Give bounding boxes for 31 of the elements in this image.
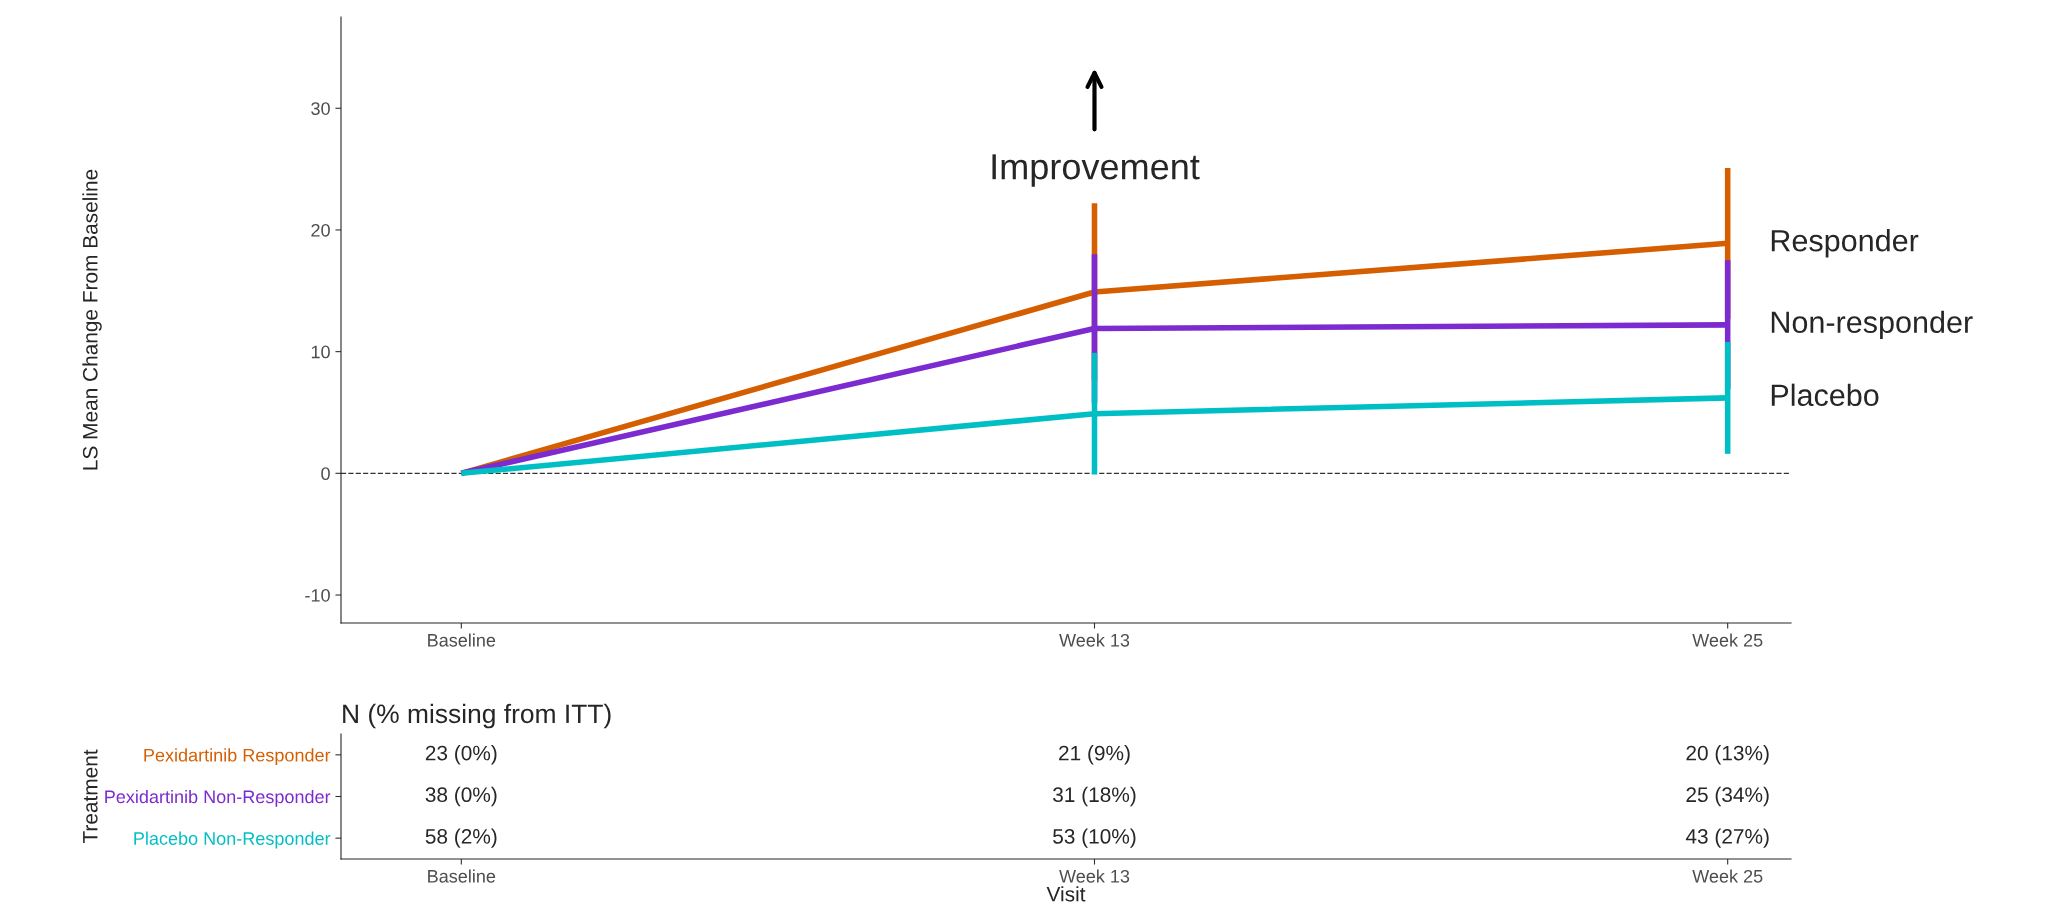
text: 20 (13%): [1686, 745, 1769, 765]
category-label: Week 25: [1692, 869, 1763, 883]
y-tick-label: 20: [311, 223, 330, 237]
x-tick-label: Week 13: [1059, 633, 1130, 647]
category-label: Pexidartinib Non-Responder: [105, 789, 331, 807]
category-label: Pexidartinib Responder: [144, 748, 331, 766]
text: 53 (10%): [1053, 828, 1136, 848]
annotation: Improvement: [992, 154, 1200, 187]
category-label: Baseline: [428, 869, 496, 883]
text: 23 (0%): [425, 745, 497, 765]
text: 38 (0%): [425, 786, 497, 807]
text: 25 (34%): [1686, 786, 1769, 807]
series-label: Responder: [1771, 229, 1919, 258]
text: 21 (9%): [1059, 745, 1130, 765]
x-tick-label: Baseline: [428, 633, 496, 647]
text: 43 (27%): [1685, 828, 1769, 848]
y-tick-label: 10: [311, 345, 330, 359]
series-label: Non-responder: [1771, 310, 1973, 340]
text: Visit: [1046, 886, 1086, 902]
y-tick-label: 0: [321, 467, 330, 481]
series-label: Placebo: [1771, 383, 1879, 407]
text: 58 (2%): [425, 828, 497, 848]
y-axis-title: LS Mean Change From Baseline: [82, 169, 102, 470]
y-tick-label: -10: [305, 588, 330, 602]
category-label: Week 13: [1059, 869, 1130, 883]
y-tick-label: 30: [311, 102, 330, 115]
text: Treatment: [83, 749, 98, 844]
text: N (% missing from ITT): [343, 703, 611, 729]
x-tick-label: Week 25: [1692, 633, 1763, 647]
category-label: Placebo Non-Responder: [134, 831, 331, 849]
text: 31 (18%): [1053, 786, 1136, 807]
